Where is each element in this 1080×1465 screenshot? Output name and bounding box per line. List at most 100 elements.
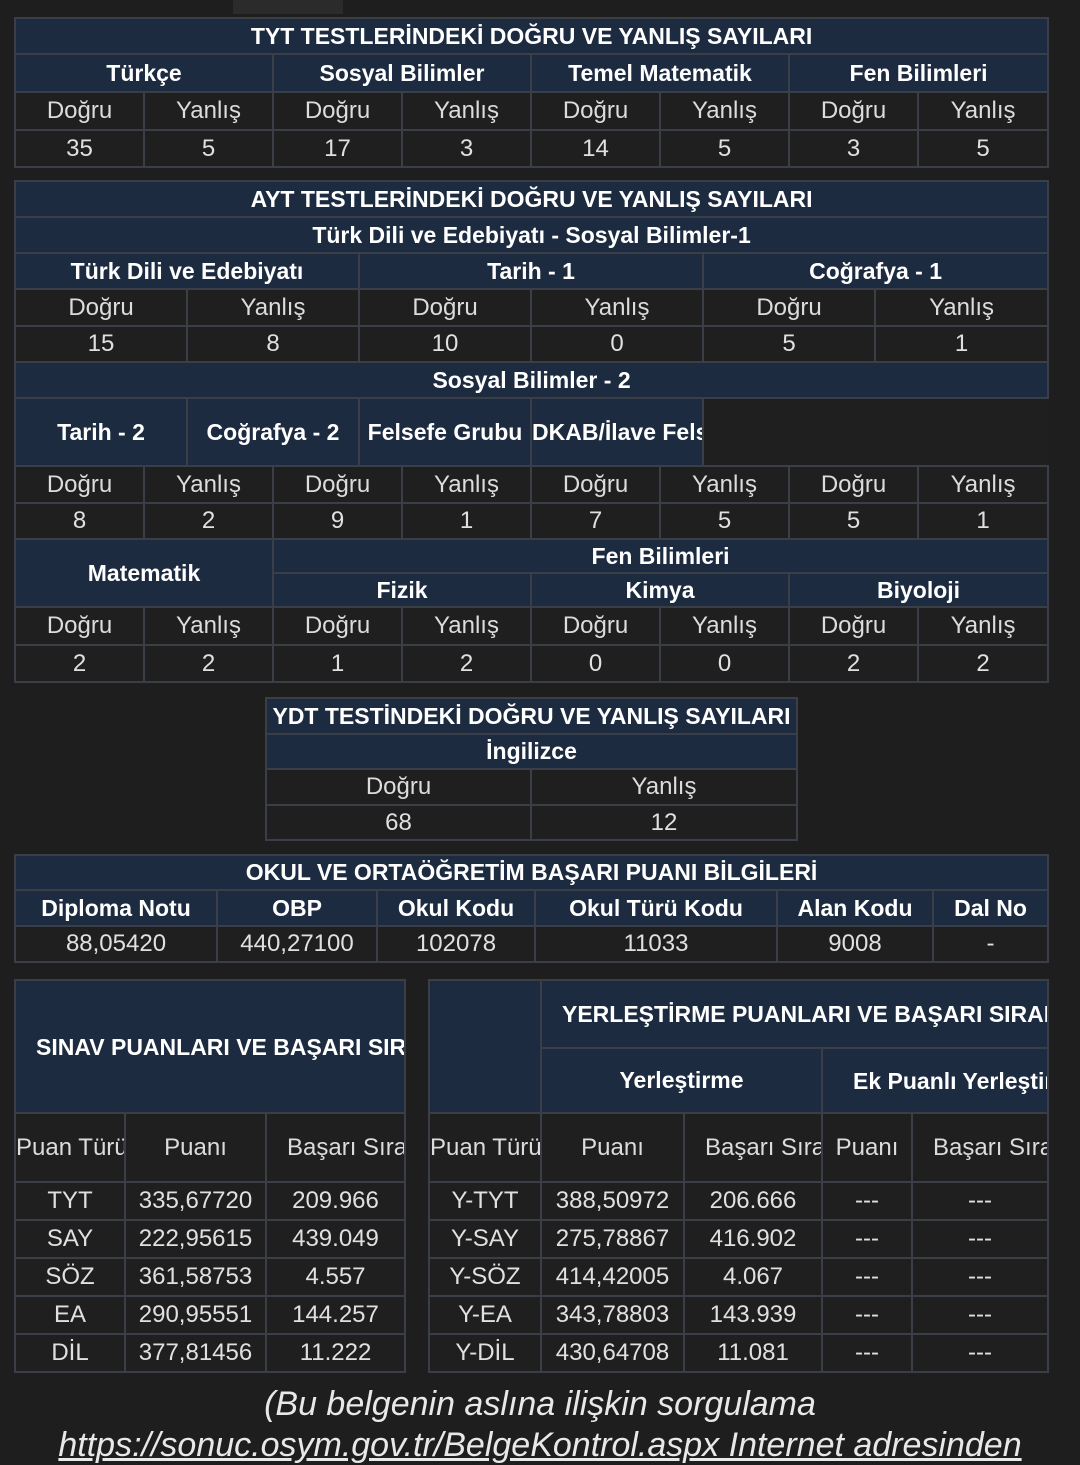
ydt-yanlis: 12 <box>530 804 798 841</box>
ayt-kimya-yanlis: 0 <box>659 644 790 683</box>
ayt-tarih1-yanlis: 0 <box>530 325 704 363</box>
yerlestirme-table: YERLEŞTİRME PUANLARI VE BAŞARI SIRALARI … <box>428 979 1049 1373</box>
sinav-row-type: SAY <box>14 1219 126 1259</box>
tyt-table: TYT TESTLERİNDEKİ DOĞRU VE YANLIŞ SAYILA… <box>13 17 1050 168</box>
okul-header-okul-kodu: Okul Kodu <box>376 889 536 927</box>
yanlis-label: Yanlış <box>873 288 1050 327</box>
yanlis-label: Yanlış <box>143 91 274 131</box>
ayt-group2-title: Sosyal Bilimler - 2 <box>13 361 1050 399</box>
ayt-group1-title: Türk Dili ve Edebiyatı - Sosyal Bilimler… <box>13 216 1050 254</box>
ayt-fen-title: Fen Bilimleri <box>271 538 1050 574</box>
okul-header-okul-turu: Okul Türü Kodu <box>534 889 778 927</box>
yer-row-puan: 343,78803 <box>540 1295 685 1335</box>
sinav-col-basari: Başarı Sırası <box>265 1112 406 1183</box>
yanlis-label: Yanlış <box>143 465 274 504</box>
ydt-title: YDT TESTİNDEKİ DOĞRU VE YANLIŞ SAYILARI <box>265 697 798 735</box>
ayt-edebiyat-yanlis: 8 <box>186 325 360 363</box>
sinav-row-puan: 361,58753 <box>124 1257 267 1297</box>
tyt-sosyal-dogru: 17 <box>272 129 403 168</box>
sinav-row-sira: 4.557 <box>265 1257 406 1297</box>
sinav-col-puan-turu: Puan Türü <box>14 1112 126 1183</box>
ayt-subject-cografya1: Coğrafya - 1 <box>701 252 1050 290</box>
yerlestirme-sub-ek: Ek Puanlı Yerleştirme <box>821 1047 1049 1114</box>
top-strip <box>233 0 343 14</box>
ayt-fizik-yanlis: 2 <box>401 644 532 683</box>
sinav-col-puani: Puanı <box>124 1112 267 1183</box>
ayt-matematik-yanlis: 2 <box>143 644 274 683</box>
dogru-label: Doğru <box>530 606 661 646</box>
okul-kodu: 102078 <box>376 925 536 963</box>
dogru-label: Doğru <box>14 606 145 646</box>
yer-col-basari: Başarı Sırası <box>683 1112 823 1183</box>
okul-title: OKUL VE ORTAÖĞRETİM BAŞARI PUANI BİLGİLE… <box>13 854 1050 891</box>
ayt-dkab-yanlis: 1 <box>916 502 1050 540</box>
ayt-matematik-dogru: 2 <box>14 644 145 683</box>
yer-row-type: Y-SAY <box>428 1219 542 1259</box>
yerlestirme-title: YERLEŞTİRME PUANLARI VE BAŞARI SIRALARI <box>540 979 1049 1049</box>
sinav-table: SINAV PUANLARI VE BAŞARI SIRALARI Puan T… <box>14 979 406 1373</box>
ayt-subject-fizik: Fizik <box>272 572 532 608</box>
ek-row-puan: --- <box>821 1257 913 1297</box>
dogru-label: Doğru <box>702 288 876 327</box>
dogru-label: Doğru <box>788 465 919 504</box>
yanlis-label: Yanlış <box>143 606 274 646</box>
ek-col-puani: Puanı <box>821 1112 913 1183</box>
ek-row-sira: --- <box>911 1295 1049 1335</box>
sinav-row-type: SÖZ <box>14 1257 126 1297</box>
sinav-row-puan: 222,95615 <box>124 1219 267 1259</box>
ayt-kimya-dogru: 0 <box>530 644 661 683</box>
tyt-sosyal-yanlis: 3 <box>401 129 532 168</box>
ayt-subject-cografya2: Coğrafya - 2 <box>186 397 360 467</box>
tyt-turkce-dogru: 35 <box>14 129 145 168</box>
ydt-language: İngilizce <box>265 733 798 770</box>
ayt-subject-tarih2: Tarih - 2 <box>14 397 188 467</box>
sinav-row-sira: 144.257 <box>265 1295 406 1335</box>
okul-header-obp: OBP <box>216 889 378 927</box>
tyt-subject-sosyal: Sosyal Bilimler <box>272 53 532 93</box>
okul-table: OKUL VE ORTAÖĞRETİM BAŞARI PUANI BİLGİLE… <box>13 854 1050 963</box>
ayt-tarih1-dogru: 10 <box>358 325 532 363</box>
dogru-label: Doğru <box>14 465 145 504</box>
ayt-edebiyat-dogru: 15 <box>14 325 188 363</box>
tyt-fen-dogru: 3 <box>788 129 919 168</box>
dogru-label: Doğru <box>788 91 919 131</box>
ek-row-sira: --- <box>911 1181 1049 1221</box>
okul-header-alan-kodu: Alan Kodu <box>776 889 934 927</box>
ayt-felsefe-yanlis: 5 <box>659 502 790 540</box>
yer-row-type: Y-TYT <box>428 1181 542 1221</box>
dogru-label: Doğru <box>788 606 919 646</box>
ayt-biyoloji-yanlis: 2 <box>916 644 1050 683</box>
dogru-label: Doğru <box>530 465 661 504</box>
yer-row-sira: 4.067 <box>683 1257 823 1297</box>
yer-row-type: Y-EA <box>428 1295 542 1335</box>
yanlis-label: Yanlış <box>659 606 790 646</box>
yer-col-puani: Puanı <box>540 1112 685 1183</box>
ayt-felsefe-dogru: 7 <box>530 502 661 540</box>
dogru-label: Doğru <box>14 288 188 327</box>
tyt-subject-turkce: Türkçe <box>14 53 274 93</box>
footer-link[interactable]: https://sonuc.osym.gov.tr/BelgeKontrol.a… <box>58 1426 1022 1464</box>
dogru-label: Doğru <box>272 606 403 646</box>
yer-col-puan-turu: Puan Türü <box>428 1112 542 1183</box>
okul-alan-kodu: 9008 <box>776 925 934 963</box>
ek-row-puan: --- <box>821 1219 913 1259</box>
tyt-title: TYT TESTLERİNDEKİ DOĞRU VE YANLIŞ SAYILA… <box>13 17 1050 55</box>
sinav-row-puan: 335,67720 <box>124 1181 267 1221</box>
sinav-row-type: DİL <box>14 1333 126 1373</box>
yanlis-label: Yanlış <box>916 465 1050 504</box>
ayt-matematik-label: Matematik <box>14 538 274 608</box>
tyt-turkce-yanlis: 5 <box>143 129 274 168</box>
okul-header-dal-no: Dal No <box>931 889 1050 927</box>
yerlestirme-corner <box>428 979 542 1114</box>
ayt-subject-tarih1: Tarih - 1 <box>358 252 704 290</box>
tyt-matematik-yanlis: 5 <box>659 129 790 168</box>
ayt-cografya1-yanlis: 1 <box>873 325 1050 363</box>
yer-row-sira: 416.902 <box>683 1219 823 1259</box>
yer-row-puan: 430,64708 <box>540 1333 685 1373</box>
ayt-subject-edebiyat: Türk Dili ve Edebiyatı <box>14 252 360 290</box>
yanlis-label: Yanlış <box>186 288 360 327</box>
sinav-row-sira: 439.049 <box>265 1219 406 1259</box>
sinav-title: SINAV PUANLARI VE BAŞARI SIRALARI <box>14 979 406 1114</box>
okul-diploma-notu: 88,05420 <box>14 925 218 963</box>
sinav-row-puan: 290,95551 <box>124 1295 267 1335</box>
